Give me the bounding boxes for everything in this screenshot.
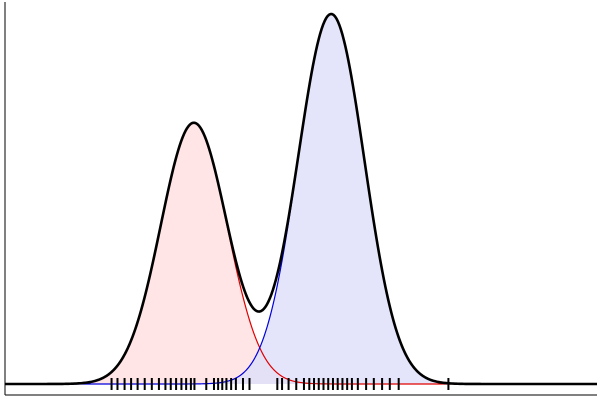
mixture-curve (5, 12, 597, 386)
component-2-fill (5, 14, 597, 385)
density-curves (5, 12, 597, 386)
component-fills (5, 14, 597, 385)
component-1-fill (5, 122, 597, 384)
rug-marks (110, 378, 450, 390)
